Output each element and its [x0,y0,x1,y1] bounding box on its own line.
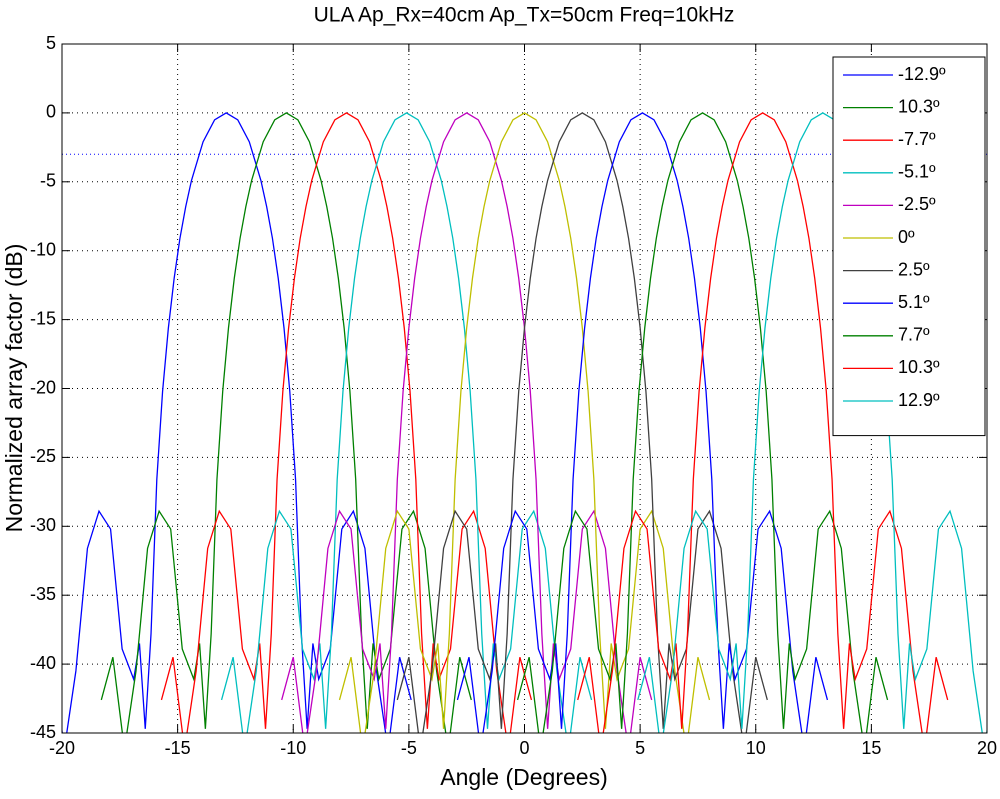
y-tick-label: 5 [46,33,56,53]
y-tick-label: -15 [30,308,56,328]
x-tick-label: -20 [49,738,75,758]
legend-label: 0º [898,227,915,247]
legend-label: -5.1º [898,162,936,182]
legend-label: -7.7º [898,129,936,149]
legend-label: 10.3º [898,96,940,116]
legend-label: 5.1º [898,292,930,312]
series-line [338,112,711,733]
x-tick-label: 15 [861,738,881,758]
series-line [516,112,889,733]
series-line [160,112,533,733]
series-line [637,112,987,733]
y-tick-label: -5 [40,171,56,191]
legend-label: -2.5º [898,194,936,214]
plot-area [62,112,987,733]
legend-label: 12.9º [898,390,940,410]
legend-label: -12.9º [898,64,946,84]
axes-box [61,43,988,734]
y-tick-label: -10 [30,239,56,259]
x-tick-label: -5 [401,738,417,758]
x-axis-label: Angle (Degrees) [440,764,607,790]
x-tick-label: -15 [165,738,191,758]
y-tick-label: -25 [30,446,56,466]
x-tick-label: 20 [977,738,997,758]
y-tick-label: -30 [30,515,56,535]
legend-label: 10.3º [898,357,940,377]
x-tick-label: 10 [746,738,766,758]
legend-label: 7.7º [898,325,930,345]
x-tick-label: 0 [519,738,529,758]
series-line [577,112,949,733]
y-tick-label: -20 [30,377,56,397]
legend-label: 2.5º [898,259,930,279]
y-tick-label: -40 [30,653,56,673]
x-tick-label: -10 [280,738,306,758]
y-tick-label: -45 [30,722,56,742]
y-tick-label: -35 [30,584,56,604]
chart-title: ULA Ap_Rx=40cm Ap_Tx=50cm Freq=10kHz [314,4,735,27]
legend: -12.9º 10.3º -7.7º -5.1º -2.5º 0º 2.5º 5.1º 7.7º… [832,56,986,437]
series-line [220,112,593,733]
x-tick-label: 5 [635,738,645,758]
legend-box [832,56,986,437]
y-axis-label: Normalized array factor (dB) [1,244,27,533]
y-tick-label: 0 [46,102,56,122]
series-line [281,112,653,733]
